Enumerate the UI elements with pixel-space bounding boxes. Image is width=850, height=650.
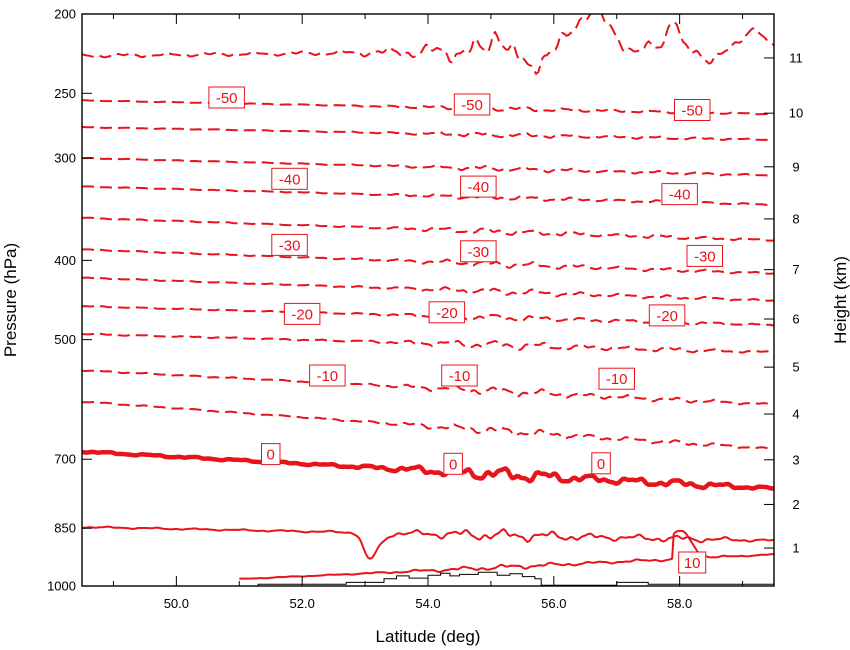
pressure-tick-label: 700 (54, 452, 76, 467)
contour-label-box (443, 452, 463, 475)
contour-label: 0 (267, 447, 275, 464)
contour-label: -40 (669, 187, 691, 204)
contour-line-10 (239, 529, 774, 580)
contour-line-minus-5 (82, 401, 774, 451)
height-tick-label: 4 (792, 407, 799, 422)
right-y-axis-title: Height (km) (831, 256, 850, 344)
contour-line-minus-55 (82, 99, 774, 116)
contour-label-box (678, 551, 707, 574)
x-axis-title: Latitude (deg) (376, 627, 481, 646)
contour-line-minus-25 (82, 276, 774, 302)
height-tick-label: 7 (792, 262, 799, 277)
contour-label-box (428, 301, 466, 324)
contour-label-box (309, 364, 346, 387)
contour-label-box (648, 304, 686, 327)
contour-label: -10 (449, 368, 471, 385)
contour-layer (82, 14, 774, 580)
height-tick-label: 1 (792, 541, 799, 556)
contour-label: 10 (684, 555, 701, 572)
contour-label: 0 (449, 456, 457, 473)
pressure-tick-label: 250 (54, 86, 76, 101)
contour-line-5 (82, 525, 774, 560)
contour-label-box (453, 93, 491, 116)
contour-label: -50 (461, 97, 483, 114)
contour-line-0 (82, 449, 774, 491)
pressure-tick-label: 300 (54, 151, 76, 166)
contour-label-box (460, 240, 497, 263)
contour-label: -20 (656, 308, 678, 325)
contour-label: -30 (279, 237, 301, 254)
height-tick-label: 8 (792, 211, 799, 226)
pressure-tick-label: 200 (54, 7, 76, 22)
height-tick-label: 6 (792, 312, 799, 327)
contour-line-minus-15 (82, 332, 774, 354)
contour-label-box (271, 167, 308, 190)
contour-line-minus-50 (82, 125, 774, 142)
left-y-axis-title: Pressure (hPa) (1, 243, 20, 357)
contour-line-minus-10 (82, 369, 774, 406)
contour-label: -20 (436, 305, 458, 322)
contour-label-box (441, 364, 478, 387)
contour-label-box (661, 183, 698, 206)
contour-label: 0 (597, 456, 605, 473)
axis-layer: 50.0 52.0 54.0 56.0 58.020025030040050070085… (47, 7, 803, 612)
contour-line-minus-60 (82, 14, 774, 75)
pressure-tick-label: 1000 (47, 579, 76, 594)
x-tick-label: 50.0 (164, 596, 189, 611)
contour-line-minus-20 (82, 305, 774, 327)
contour-label-box (208, 86, 245, 109)
contour-label-box (271, 233, 308, 256)
contour-label-box (598, 367, 635, 390)
contour-label-box (686, 244, 723, 267)
contour-label: -50 (216, 90, 238, 107)
contour-label: -40 (467, 179, 489, 196)
height-tick-label: 5 (792, 360, 799, 375)
height-tick-label: 11 (789, 50, 803, 65)
contour-label: -10 (606, 371, 628, 388)
height-tick-label: 10 (789, 106, 803, 121)
pressure-tick-label: 500 (54, 332, 76, 347)
contour-label-box (283, 302, 321, 325)
pressure-tick-label: 400 (54, 253, 76, 268)
contour-line-minus-35 (82, 216, 774, 242)
contour-label-box (674, 99, 711, 121)
contour-line-minus-40 (82, 185, 774, 206)
contour-label-layer: -50 -50 -50 -40 -40 -40 -30 -30 -30 -20 -20 -20 -10 -… (208, 86, 723, 574)
x-tick-label: 58.0 (667, 596, 692, 611)
contour-label-box (460, 175, 497, 198)
x-tick-label: 52.0 (290, 596, 315, 611)
plot-frame (81, 13, 775, 587)
contour-line-minus-45 (82, 157, 774, 177)
x-tick-label: 54.0 (415, 596, 440, 611)
contour-label: -50 (681, 103, 703, 120)
contour-label: -20 (291, 306, 313, 323)
height-tick-label: 3 (792, 452, 799, 467)
height-tick-label: 9 (792, 159, 799, 174)
contour-label: -40 (279, 171, 301, 188)
contour-label: -10 (316, 368, 338, 385)
height-tick-label: 2 (792, 497, 799, 512)
contour-label-box (261, 443, 281, 466)
contour-label-box (591, 452, 611, 475)
contour-label: -30 (694, 248, 716, 265)
contour-line-minus-30 (82, 248, 774, 275)
contour-label: -30 (467, 244, 489, 261)
x-tick-label: 56.0 (541, 596, 566, 611)
pressure-tick-label: 850 (54, 521, 76, 536)
